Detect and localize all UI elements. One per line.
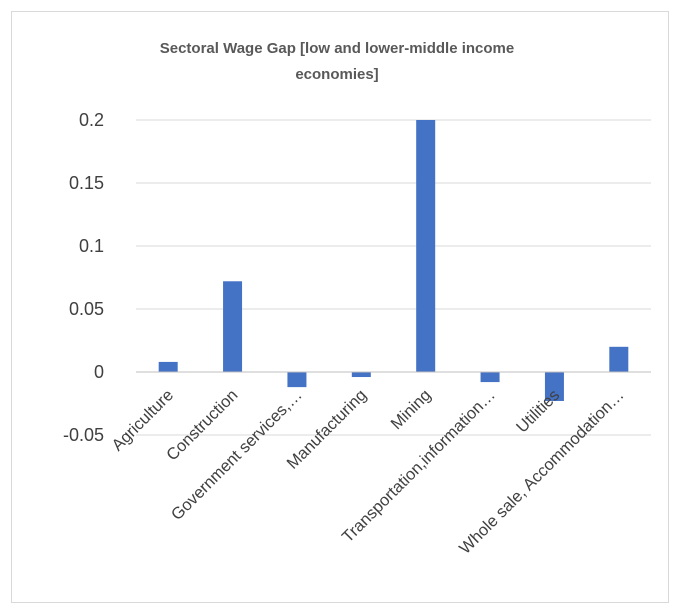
bar (609, 346, 629, 372)
bar-chart: Sectoral Wage Gap [low and lower-middle … (63, 40, 651, 558)
x-category-label: Mining (387, 386, 434, 433)
bar (544, 372, 564, 401)
y-tick-label: 0.1 (79, 236, 104, 256)
y-axis-tick-labels: -0.05 0 0.05 0.1 0.15 0.2 (63, 110, 104, 445)
bar (287, 372, 307, 388)
bar (223, 281, 243, 372)
bar (480, 372, 500, 383)
bar (416, 120, 436, 372)
y-tick-label: 0 (94, 362, 104, 382)
chart-frame: Sectoral Wage Gap [low and lower-middle … (11, 11, 669, 603)
chart-title-line-1: Sectoral Wage Gap [low and lower-middle … (160, 40, 515, 57)
y-tick-label: 0.15 (69, 173, 104, 193)
x-category-label: Utilities (513, 386, 563, 436)
bar (158, 361, 178, 372)
chart-title-line-2: economies] (295, 66, 378, 83)
x-category-label: Government services,… (168, 386, 306, 524)
y-tick-label: -0.05 (63, 425, 104, 445)
bars (158, 120, 629, 401)
y-tick-label: 0.05 (69, 299, 104, 319)
y-tick-label: 0.2 (79, 110, 104, 130)
gridlines (136, 119, 651, 436)
x-category-label: Agriculture (109, 386, 178, 455)
bar (351, 372, 371, 378)
